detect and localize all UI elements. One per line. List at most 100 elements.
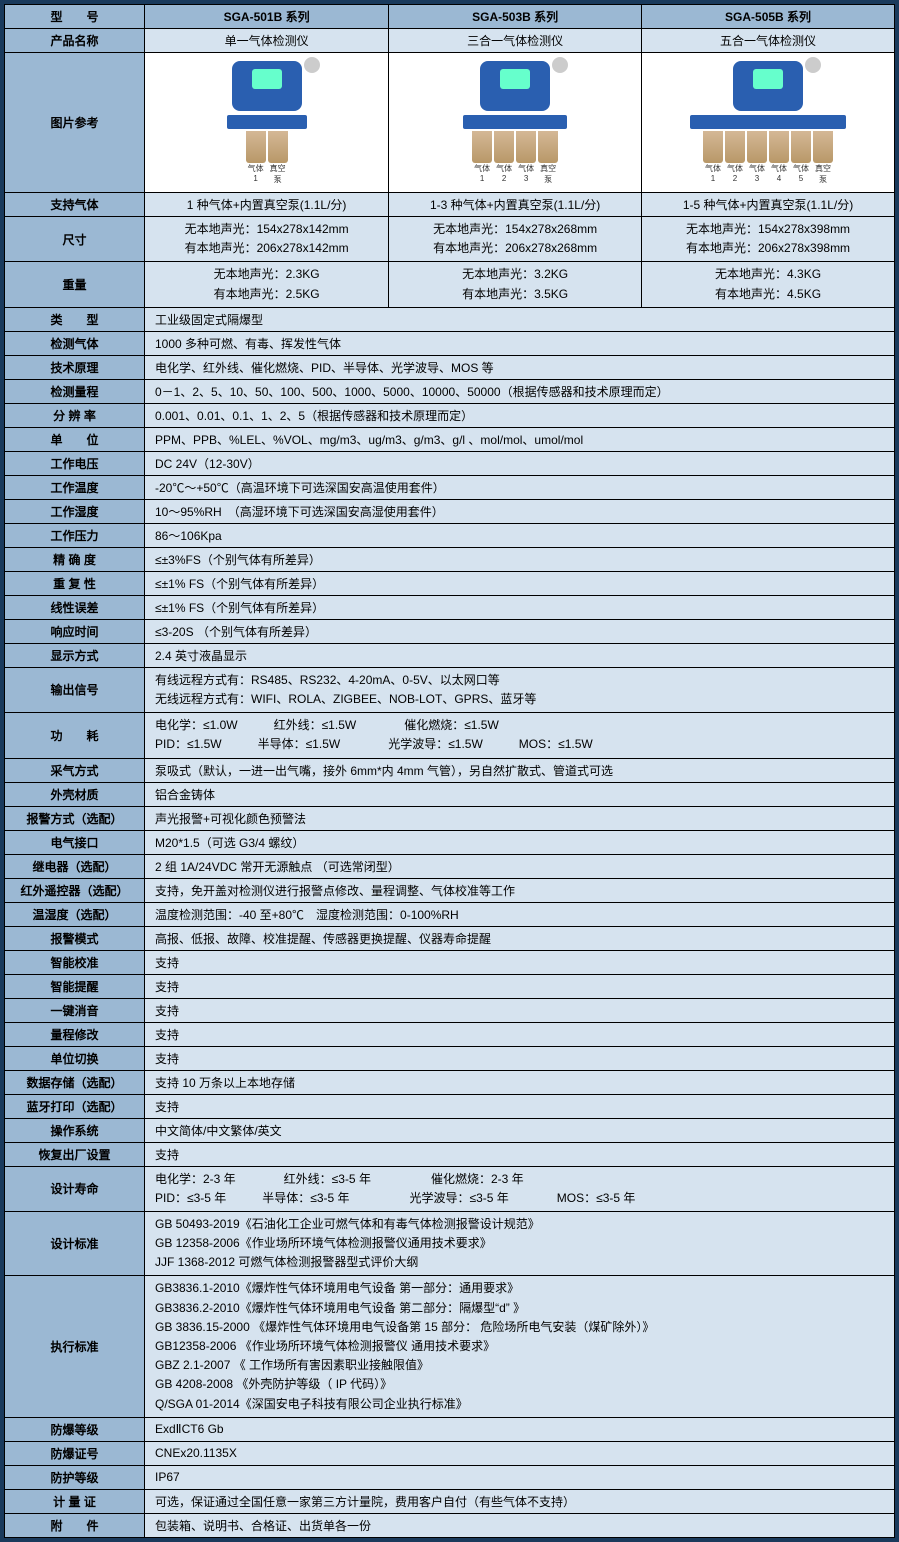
spec-label-20: 电气接口	[5, 830, 145, 854]
spec-value-12: ≤±1% FS（个别气体有所差异）	[145, 595, 895, 619]
spec-row-8: 工作湿度10～95%RH （高湿环境下可选深国安高湿使用套件）	[5, 499, 895, 523]
spec-label-37: 防爆等级	[5, 1417, 145, 1441]
image-label: 图片参考	[5, 53, 145, 193]
spec-label-17: 采气方式	[5, 758, 145, 782]
spec-value-10: ≤±3%FS（个别气体有所差异）	[145, 547, 895, 571]
spec-row-30: 数据存储（选配）支持 10 万条以上本地存储	[5, 1070, 895, 1094]
product-name-2: 五合一气体检测仪	[642, 29, 895, 53]
spec-value-39: IP67	[145, 1465, 895, 1489]
spec-value-40: 可选，保证通过全国任意一家第三方计量院，费用客户自付（有些气体不支持）	[145, 1489, 895, 1513]
spec-value-41: 包装箱、说明书、合格证、出货单各一份	[145, 1513, 895, 1537]
spec-row-24: 报警模式高报、低报、故障、校准提醒、传感器更换提醒、仪器寿命提醒	[5, 926, 895, 950]
spec-label-27: 一键消音	[5, 998, 145, 1022]
size-row: 尺寸 无本地声光：154x278x142mm有本地声光：206x278x142m…	[5, 217, 895, 262]
spec-label-34: 设计寿命	[5, 1166, 145, 1211]
spec-value-34: 电化学：2-3 年 红外线：≤3-5 年 催化燃烧：2-3 年PID：≤3-5 …	[145, 1166, 895, 1211]
spec-row-12: 线性误差≤±1% FS（个别气体有所差异）	[5, 595, 895, 619]
spec-value-20: M20*1.5（可选 G3/4 螺纹）	[145, 830, 895, 854]
product-name-row: 产品名称 单一气体检测仪 三合一气体检测仪 五合一气体检测仪	[5, 29, 895, 53]
weight-0: 无本地声光：2.3KG有本地声光：2.5KG	[145, 262, 389, 307]
spec-row-28: 量程修改支持	[5, 1022, 895, 1046]
spec-value-17: 泵吸式（默认，一进一出气嘴，接外 6mm*内 4mm 气管），另自然扩散式、管道…	[145, 758, 895, 782]
spec-label-14: 显示方式	[5, 643, 145, 667]
spec-label-24: 报警模式	[5, 926, 145, 950]
spec-label-7: 工作温度	[5, 475, 145, 499]
spec-value-16: 电化学：≤1.0W 红外线：≤1.5W 催化燃烧：≤1.5WPID：≤1.5W …	[145, 713, 895, 758]
spec-label-30: 数据存储（选配）	[5, 1070, 145, 1094]
spec-value-31: 支持	[145, 1094, 895, 1118]
spec-value-37: ExdⅡCT6 Gb	[145, 1417, 895, 1441]
weight-1: 无本地声光：3.2KG有本地声光：3.5KG	[389, 262, 642, 307]
spec-row-6: 工作电压DC 24V（12-30V）	[5, 451, 895, 475]
spec-row-10: 精 确 度≤±3%FS（个别气体有所差异）	[5, 547, 895, 571]
spec-row-7: 工作温度-20℃～+50℃（高温环境下可选深国安高温使用套件）	[5, 475, 895, 499]
spec-value-11: ≤±1% FS（个别气体有所差异）	[145, 571, 895, 595]
spec-row-15: 输出信号有线远程方式有：RS485、RS232、4-20mA、0-5V、以太网口…	[5, 667, 895, 712]
spec-value-25: 支持	[145, 950, 895, 974]
spec-row-11: 重 复 性≤±1% FS（个别气体有所差异）	[5, 571, 895, 595]
image-cell-0: 气体1真空泵	[145, 53, 389, 193]
spec-row-41: 附 件包装箱、说明书、合格证、出货单各一份	[5, 1513, 895, 1537]
spec-label-25: 智能校准	[5, 950, 145, 974]
spec-row-9: 工作压力86～106Kpa	[5, 523, 895, 547]
spec-label-13: 响应时间	[5, 619, 145, 643]
spec-row-16: 功 耗电化学：≤1.0W 红外线：≤1.5W 催化燃烧：≤1.5WPID：≤1.…	[5, 713, 895, 758]
spec-value-4: 0.001、0.01、0.1、1、2、5（根据传感器和技术原理而定）	[145, 403, 895, 427]
spec-row-5: 单 位PPM、PPB、%LEL、%VOL、mg/m3、ug/m3、g/m3、g/…	[5, 427, 895, 451]
spec-value-9: 86～106Kpa	[145, 523, 895, 547]
spec-label-22: 红外遥控器（选配）	[5, 878, 145, 902]
spec-label-2: 技术原理	[5, 355, 145, 379]
spec-row-22: 红外遥控器（选配）支持，免开盖对检测仪进行报警点修改、量程调整、气体校准等工作	[5, 878, 895, 902]
spec-row-32: 操作系统中文简体/中文繁体/英文	[5, 1118, 895, 1142]
spec-row-18: 外壳材质铝合金铸体	[5, 782, 895, 806]
spec-label-40: 计 量 证	[5, 1489, 145, 1513]
spec-label-35: 设计标准	[5, 1211, 145, 1276]
spec-label-0: 类 型	[5, 307, 145, 331]
spec-label-16: 功 耗	[5, 713, 145, 758]
spec-label-9: 工作压力	[5, 523, 145, 547]
spec-row-39: 防护等级IP67	[5, 1465, 895, 1489]
spec-label-26: 智能提醒	[5, 974, 145, 998]
spec-value-21: 2 组 1A/24VDC 常开无源触点 （可选常闭型）	[145, 854, 895, 878]
spec-label-33: 恢复出厂设置	[5, 1142, 145, 1166]
model-col-2: SGA-505B 系列	[642, 5, 895, 29]
product-name-1: 三合一气体检测仪	[389, 29, 642, 53]
spec-label-4: 分 辨 率	[5, 403, 145, 427]
model-label: 型 号	[5, 5, 145, 29]
spec-value-30: 支持 10 万条以上本地存储	[145, 1070, 895, 1094]
spec-row-4: 分 辨 率0.001、0.01、0.1、1、2、5（根据传感器和技术原理而定）	[5, 403, 895, 427]
spec-row-25: 智能校准支持	[5, 950, 895, 974]
support-gas-label: 支持气体	[5, 193, 145, 217]
spec-row-29: 单位切换支持	[5, 1046, 895, 1070]
size-2: 无本地声光：154x278x398mm有本地声光：206x278x398mm	[642, 217, 895, 262]
spec-value-19: 声光报警+可视化颜色预警法	[145, 806, 895, 830]
spec-row-21: 继电器（选配）2 组 1A/24VDC 常开无源触点 （可选常闭型）	[5, 854, 895, 878]
spec-row-17: 采气方式泵吸式（默认，一进一出气嘴，接外 6mm*内 4mm 气管），另自然扩散…	[5, 758, 895, 782]
spec-label-12: 线性误差	[5, 595, 145, 619]
spec-value-3: 0－1、2、5、10、50、100、500、1000、5000、10000、50…	[145, 379, 895, 403]
image-cell-2: 气体1气体2气体3气体4气体5真空泵	[642, 53, 895, 193]
spec-value-0: 工业级固定式隔爆型	[145, 307, 895, 331]
spec-row-0: 类 型工业级固定式隔爆型	[5, 307, 895, 331]
spec-label-15: 输出信号	[5, 667, 145, 712]
spec-value-14: 2.4 英寸液晶显示	[145, 643, 895, 667]
spec-label-19: 报警方式（选配）	[5, 806, 145, 830]
size-label: 尺寸	[5, 217, 145, 262]
spec-value-36: GB3836.1-2010《爆炸性气体环境用电气设备 第一部分：通用要求》GB3…	[145, 1276, 895, 1417]
size-0: 无本地声光：154x278x142mm有本地声光：206x278x142mm	[145, 217, 389, 262]
support-gas-1: 1-3 种气体+内置真空泵(1.1L/分)	[389, 193, 642, 217]
spec-row-19: 报警方式（选配）声光报警+可视化颜色预警法	[5, 806, 895, 830]
spec-value-1: 1000 多种可燃、有毒、挥发性气体	[145, 331, 895, 355]
spec-label-28: 量程修改	[5, 1022, 145, 1046]
spec-label-3: 检测量程	[5, 379, 145, 403]
spec-row-14: 显示方式2.4 英寸液晶显示	[5, 643, 895, 667]
spec-row-31: 蓝牙打印（选配）支持	[5, 1094, 895, 1118]
spec-label-10: 精 确 度	[5, 547, 145, 571]
spec-value-7: -20℃～+50℃（高温环境下可选深国安高温使用套件）	[145, 475, 895, 499]
spec-value-22: 支持，免开盖对检测仪进行报警点修改、量程调整、气体校准等工作	[145, 878, 895, 902]
model-col-0: SGA-501B 系列	[145, 5, 389, 29]
product-name-label: 产品名称	[5, 29, 145, 53]
spec-value-38: CNEx20.1135X	[145, 1441, 895, 1465]
spec-value-13: ≤3-20S （个别气体有所差异）	[145, 619, 895, 643]
spec-label-18: 外壳材质	[5, 782, 145, 806]
